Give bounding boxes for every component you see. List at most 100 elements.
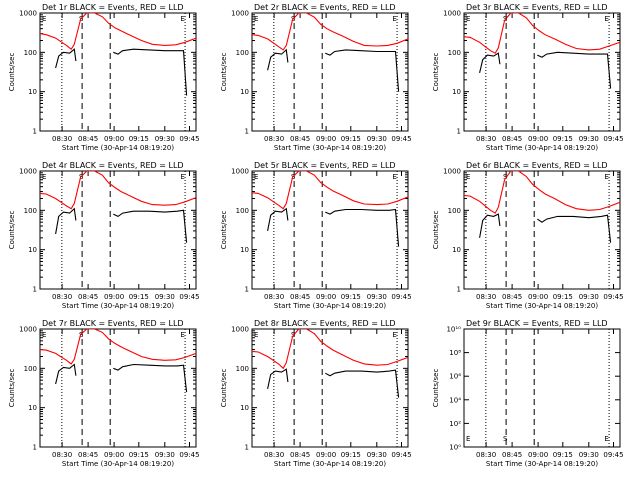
y-axis-label: Counts/sec bbox=[432, 369, 440, 408]
x-tick-label: 09:45 bbox=[391, 451, 411, 459]
data-area bbox=[40, 171, 196, 243]
y-axis-label: Counts/sec bbox=[8, 53, 16, 92]
y-axis-label: Counts/sec bbox=[220, 211, 228, 250]
y-tick-label: 10¹⁰ bbox=[446, 326, 461, 334]
marker-e-end: E bbox=[392, 15, 396, 23]
y-tick-label: 1000 bbox=[443, 10, 461, 18]
panel-det3: Det 3r BLACK = Events, RED = LLD 1 10 100 10… bbox=[432, 3, 624, 152]
plot-frame bbox=[463, 170, 621, 290]
marker-s: S bbox=[79, 173, 84, 181]
x-tick-label: 09:15 bbox=[129, 451, 149, 459]
x-axis-label: Start Time (30-Apr-14 08:19:20) bbox=[274, 144, 386, 152]
x-tick-label: 09:45 bbox=[603, 135, 623, 143]
panel-det4: Det 4r BLACK = Events, RED = LLD 1 10 100 10… bbox=[8, 161, 200, 310]
panel-title: Det 8r BLACK = Events, RED = LLD bbox=[254, 319, 396, 328]
marker-e-start: E bbox=[42, 15, 46, 23]
y-tick-label: 1 bbox=[457, 128, 461, 136]
y-tick-label: 1000 bbox=[19, 10, 37, 18]
x-tick-label: 08:45 bbox=[78, 135, 98, 143]
y-tick-label: 100 bbox=[448, 207, 461, 215]
x-tick-label: 09:15 bbox=[341, 135, 361, 143]
marker-s: S bbox=[79, 15, 84, 23]
plot-frame bbox=[39, 170, 197, 290]
y-tick-label: 1 bbox=[33, 128, 37, 136]
y-tick-label: 100 bbox=[236, 365, 249, 373]
y-axis-label: Counts/sec bbox=[432, 211, 440, 250]
marker-s: S bbox=[79, 331, 84, 339]
y-tick-label: 10⁶ bbox=[449, 373, 461, 381]
panel-title: Det 2r BLACK = Events, RED = LLD bbox=[254, 3, 396, 12]
y-tick-label: 10 bbox=[240, 246, 249, 254]
marker-e-start: E bbox=[466, 173, 470, 181]
x-tick-label: 09:30 bbox=[155, 451, 175, 459]
y-tick-label: 10⁴ bbox=[449, 396, 461, 404]
x-tick-label: 09:30 bbox=[367, 451, 387, 459]
x-tick-label: 08:30 bbox=[476, 451, 496, 459]
x-tick-label: 09:00 bbox=[316, 135, 336, 143]
marker-s: S bbox=[503, 173, 508, 181]
y-tick-label: 10² bbox=[449, 420, 461, 428]
marker-e-end: E bbox=[392, 331, 396, 339]
panel-det2: Det 2r BLACK = Events, RED = LLD 1 10 100 10… bbox=[220, 3, 412, 152]
plot-frame bbox=[251, 328, 409, 448]
y-tick-label: 1000 bbox=[19, 168, 37, 176]
series-line-lld bbox=[464, 13, 620, 54]
x-tick-label: 09:00 bbox=[528, 451, 548, 459]
data-area bbox=[464, 13, 620, 89]
panel-det5: Det 5r BLACK = Events, RED = LLD 1 10 100 10… bbox=[220, 161, 412, 310]
y-tick-label: 10 bbox=[240, 404, 249, 412]
x-axis-label: Start Time (30-Apr-14 08:19:20) bbox=[274, 302, 386, 310]
marker-e-start: E bbox=[254, 173, 258, 181]
series-line-lld bbox=[40, 13, 196, 51]
marker-e-start: E bbox=[42, 331, 46, 339]
x-tick-label: 09:15 bbox=[129, 135, 149, 143]
x-tick-label: 09:00 bbox=[104, 135, 124, 143]
x-tick-label: 09:30 bbox=[155, 293, 175, 301]
y-tick-label: 1 bbox=[33, 286, 37, 294]
x-axis-label: Start Time (30-Apr-14 08:19:20) bbox=[62, 302, 174, 310]
x-tick-label: 08:30 bbox=[264, 135, 284, 143]
x-tick-label: 09:15 bbox=[553, 135, 573, 143]
x-axis-label: Start Time (30-Apr-14 08:19:20) bbox=[62, 144, 174, 152]
panel-title: Det 6r BLACK = Events, RED = LLD bbox=[466, 161, 608, 170]
panel-det8: Det 8r BLACK = Events, RED = LLD 1 10 100 10… bbox=[220, 319, 412, 468]
x-tick-label: 09:45 bbox=[391, 293, 411, 301]
x-tick-label: 09:45 bbox=[603, 451, 623, 459]
data-area bbox=[40, 13, 196, 96]
data-area bbox=[252, 13, 408, 92]
x-tick-label: 09:00 bbox=[528, 293, 548, 301]
series-line-lld bbox=[464, 171, 620, 214]
y-axis-label: Counts/sec bbox=[8, 211, 16, 250]
marker-e-end: E bbox=[392, 173, 396, 181]
x-tick-label: 08:45 bbox=[502, 451, 522, 459]
marker-e-start: E bbox=[254, 331, 258, 339]
marker-s: S bbox=[503, 435, 508, 443]
x-tick-label: 08:30 bbox=[264, 451, 284, 459]
x-tick-label: 09:00 bbox=[104, 293, 124, 301]
y-tick-label: 1 bbox=[457, 286, 461, 294]
x-tick-label: 09:30 bbox=[155, 135, 175, 143]
x-tick-label: 09:15 bbox=[341, 293, 361, 301]
y-tick-label: 100 bbox=[236, 49, 249, 57]
marker-e-end: E bbox=[604, 435, 608, 443]
y-tick-label: 1000 bbox=[19, 326, 37, 334]
x-tick-label: 09:45 bbox=[603, 293, 623, 301]
y-tick-label: 10 bbox=[28, 88, 37, 96]
marker-s: S bbox=[291, 173, 296, 181]
plot-frame bbox=[39, 12, 197, 132]
marker-e-start: E bbox=[466, 15, 470, 23]
y-tick-label: 10 bbox=[28, 246, 37, 254]
marker-e-end: E bbox=[180, 15, 184, 23]
marker-e-end: E bbox=[180, 173, 184, 181]
y-tick-label: 100 bbox=[24, 49, 37, 57]
data-area bbox=[252, 329, 408, 398]
x-tick-label: 09:15 bbox=[129, 293, 149, 301]
x-tick-label: 09:45 bbox=[179, 135, 199, 143]
panel-title: Det 4r BLACK = Events, RED = LLD bbox=[42, 161, 184, 170]
x-axis-label: Start Time (30-Apr-14 08:19:20) bbox=[486, 144, 598, 152]
panel-title: Det 7r BLACK = Events, RED = LLD bbox=[42, 319, 184, 328]
x-tick-label: 08:30 bbox=[476, 135, 496, 143]
x-tick-label: 08:45 bbox=[290, 135, 310, 143]
y-tick-label: 1 bbox=[33, 444, 37, 452]
x-tick-label: 09:30 bbox=[579, 451, 599, 459]
